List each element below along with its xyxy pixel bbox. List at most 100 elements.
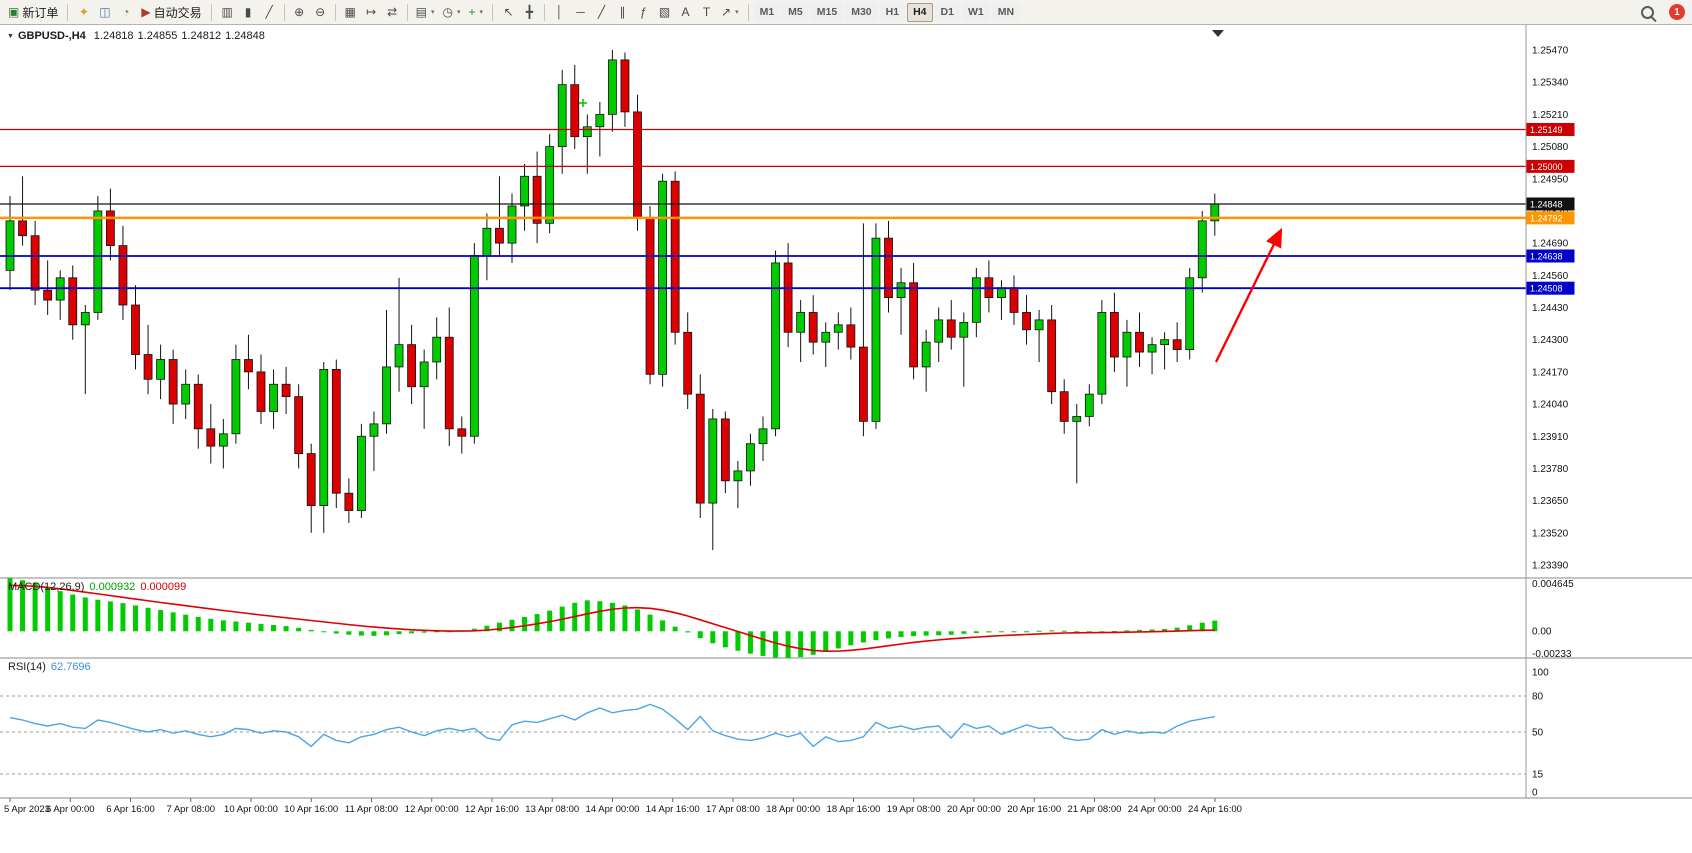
macd-signal-line [9,584,1215,653]
tile-windows-button[interactable]: ▦ [340,2,361,22]
channel-icon: ∥ [619,5,626,19]
plus-marker[interactable] [579,99,587,107]
price-line-resistance-1[interactable]: 1.25149 [0,122,1575,136]
trend-arrow[interactable] [1214,227,1283,363]
terminal-icon: ◔ [122,5,130,19]
toolbar-separator [544,3,545,21]
toolbar-separator [406,3,408,21]
svg-text:24 Apr 00:00: 24 Apr 00:00 [1128,804,1182,815]
new-order-icon: ▣ [8,5,20,19]
price-line-support-2[interactable]: 1.24508 [0,281,1575,295]
open-value: 1.24818 [93,30,134,42]
trendline-icon: ╱ [597,5,606,19]
navigator-button[interactable]: ✦ [73,2,94,22]
new-order-label: 新订单 [22,5,59,20]
auto-scroll-button[interactable]: ↦ [361,2,382,22]
search-icon[interactable] [1641,5,1654,19]
text-icon: A [681,5,690,19]
price-line-resistance-2[interactable]: 1.25000 [0,159,1575,173]
macd-indicator-label: MACD(12,26,9) 0.000932 0.000099 [8,581,186,593]
collapse-icon[interactable]: ▼ [7,32,14,40]
timeframe-M1[interactable]: M1 [753,2,781,22]
chart-shift-button[interactable]: ⇄ [382,2,403,22]
line-chart-button[interactable]: ╱ [259,2,280,22]
shapes-button[interactable]: ▧ [654,2,675,22]
timeframe-M15[interactable]: M15 [810,2,844,22]
timeframe-MN[interactable]: MN [991,2,1021,22]
bar-chart-button[interactable]: ▥ [217,2,238,22]
svg-text:1.24508: 1.24508 [1530,284,1563,294]
periods-button[interactable]: ◷ ▾ [438,2,464,22]
chart-window[interactable]: 1.25470 1.25340 1.25210 1.25080 1.24950 1.248… [0,25,1692,853]
toolbar-separator [210,3,212,21]
svg-text:1.23520: 1.23520 [1532,528,1569,539]
price-tag-support-2 [1526,281,1575,295]
close-value: 1.24848 [225,30,265,42]
vertical-line-icon: │ [555,5,564,19]
fibonacci-button[interactable]: ƒ [633,2,654,22]
svg-text:20 Apr 16:00: 20 Apr 16:00 [1007,804,1061,815]
timeframe-H4[interactable]: H4 [907,2,933,22]
macd-main-value: 0.000932 [89,581,136,593]
timeframe-M5[interactable]: M5 [782,2,809,22]
svg-text:10 Apr 00:00: 10 Apr 00:00 [224,804,278,815]
chart-shift-marker[interactable] [1212,30,1224,37]
terminal-button[interactable]: ◔ [115,2,136,22]
market-watch-icon: ◫ [99,5,111,19]
rsi-line [9,703,1215,748]
autotrading-icon: ▶ [141,5,151,19]
timeframe-M30[interactable]: M30 [845,2,878,22]
price-line-bid-line[interactable]: 1.24848 [0,197,1575,211]
svg-text:1.25080: 1.25080 [1532,142,1569,153]
horizontal-line-button[interactable]: ─ [570,2,591,22]
market-watch-button[interactable]: ◫ [94,2,115,22]
svg-text:1.23780: 1.23780 [1532,464,1569,475]
price-chart[interactable]: 1.25470 1.25340 1.25210 1.25080 1.24950 1.248… [0,25,1692,853]
autotrading-button[interactable]: ▶ 自动交易 [137,2,205,22]
indicators-button[interactable]: + ▾ [464,2,487,22]
new-chart-button[interactable]: ▤ ▾ [412,2,439,22]
svg-text:0.00: 0.00 [1532,626,1552,637]
trendline-button[interactable]: ╱ [591,2,612,22]
zoom-in-button[interactable]: ⊕ [289,2,310,22]
cursor-button[interactable]: ↖ [498,2,519,22]
vertical-line-button[interactable]: │ [549,2,570,22]
low-value: 1.24812 [181,30,222,42]
candlestick-chart-button[interactable]: ▮ [238,2,259,22]
svg-text:1.24792: 1.24792 [1530,213,1563,223]
dropdown-caret-icon: ▾ [479,9,483,16]
indicators-plus-icon: + [468,5,476,19]
price-scale[interactable]: 1.25470 1.25340 1.25210 1.25080 1.24950 1.248… [1532,46,1569,572]
rsi-panel: 100 80 50 15 0 [0,668,1549,799]
zoom-out-button[interactable]: ⊖ [310,2,331,22]
timeframe-W1[interactable]: W1 [961,2,990,22]
price-tag-resistance-1 [1526,122,1575,136]
auto-scroll-icon: ↦ [366,5,377,19]
svg-text:1.24690: 1.24690 [1532,239,1569,250]
price-line-pivot-line[interactable]: 1.24792 [0,211,1575,225]
crosshair-icon: ╋ [525,5,534,19]
notification-badge[interactable]: 1 [1669,4,1685,20]
clock-icon: ◷ [442,5,453,19]
main-toolbar: ▣ 新订单 ✦ ◫ ◔ ▶ 自动交易 ▥ ▮ ╱ ⊕ ⊖ ▦ ↦ ⇄ ▤ ▾ ◷ ▾ + ▾ ↖ ╋ │ ─ ╱ ∥ ƒ ▧… [0,0,1692,25]
price-line-support-1[interactable]: 1.24638 [0,249,1575,263]
new-order-button[interactable]: ▣ 新订单 [4,2,62,22]
macd-panel: 0.004645 0.00 -0.00233 [7,577,1574,660]
label-button[interactable]: T [696,2,717,22]
svg-text:1.24170: 1.24170 [1532,367,1569,378]
text-button[interactable]: A [675,2,696,22]
channel-button[interactable]: ∥ [612,2,633,22]
svg-text:-0.00233: -0.00233 [1532,649,1572,660]
fibonacci-icon: ƒ [640,5,647,19]
svg-text:50: 50 [1532,728,1544,739]
arrows-button[interactable]: ↗ ▾ [717,2,743,22]
svg-text:80: 80 [1532,692,1544,703]
timeframe-D1[interactable]: D1 [934,2,960,22]
timeframe-H1[interactable]: H1 [879,2,906,22]
crosshair-button[interactable]: ╋ [519,2,540,22]
new-chart-icon: ▤ [415,5,427,19]
svg-text:14 Apr 16:00: 14 Apr 16:00 [646,804,700,815]
dropdown-caret-icon: ▾ [456,9,461,16]
